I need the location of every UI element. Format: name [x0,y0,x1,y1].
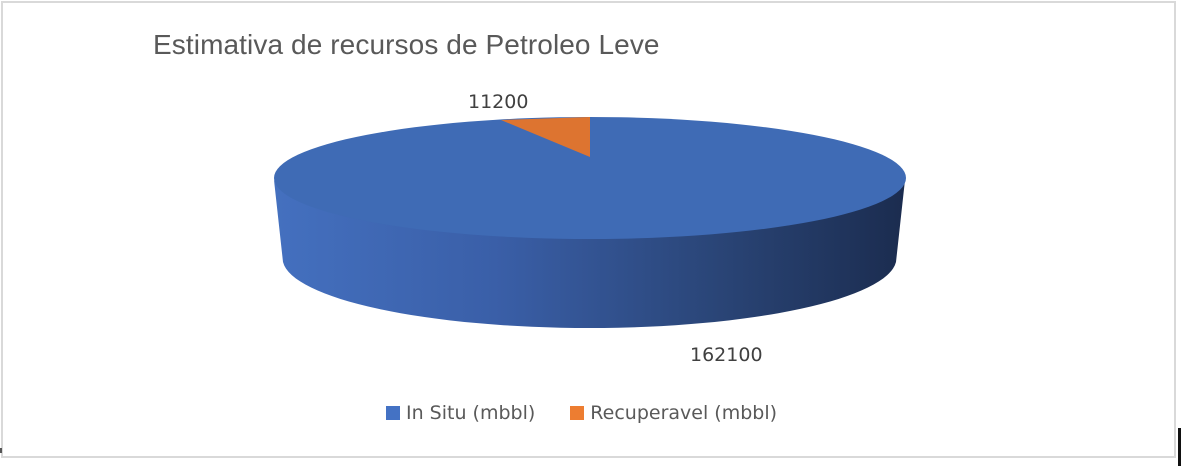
legend-item-in-situ[interactable]: In Situ (mbbl) [386,402,535,424]
chart-title: Estimativa de recursos de Petroleo Leve [153,29,660,60]
data-label-in-situ: 162100 [690,344,763,366]
data-label-recuperavel: 11200 [468,91,529,113]
edge-divider [1178,428,1181,466]
edge-tick [0,448,2,453]
legend-label-recuperavel: Recuperavel (mbbl) [590,402,778,424]
pie-slice-in-situ[interactable] [274,117,906,239]
chart-legend: In Situ (mbbl) Recuperavel (mbbl) [386,402,812,424]
pie-side-in-situ[interactable] [274,180,905,329]
legend-swatch-orange-icon [570,406,585,420]
legend-item-recuperavel[interactable]: Recuperavel (mbbl) [570,402,777,424]
legend-label-in-situ: In Situ (mbbl) [406,402,536,424]
pie-slice-recuperavel[interactable] [501,117,590,157]
legend-swatch-blue-icon [386,406,400,420]
